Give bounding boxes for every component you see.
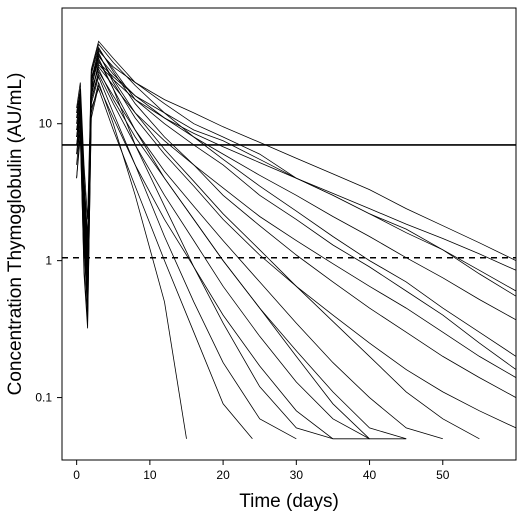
series-line-9: [76, 70, 407, 440]
series-line-6: [76, 61, 517, 292]
x-tick-label: 30: [290, 468, 304, 482]
series-line-10: [76, 43, 517, 357]
y-tick-label: 1: [45, 254, 52, 268]
series-line-18: [76, 55, 517, 321]
reference-lines: [62, 144, 516, 259]
series-line-20: [76, 63, 517, 287]
plot-frame: [61, 7, 517, 461]
x-axis-title: Time (days): [239, 491, 339, 512]
series-line-5: [76, 57, 334, 440]
x-tick-label: 40: [363, 468, 377, 482]
x-tick-label: 50: [436, 468, 450, 482]
series-curves: [76, 40, 517, 440]
y-axis-title: Concentration Thymoglobulin (AU/mL): [5, 73, 26, 396]
series-line-14: [76, 50, 517, 261]
x-tick-label: 20: [216, 468, 230, 482]
x-tick-label: 0: [73, 468, 80, 482]
series-line-17: [76, 73, 407, 440]
x-tick-label: 10: [143, 468, 157, 482]
series-line-15: [76, 84, 370, 440]
x-axis-ticks: 0 10 20 30 40 50: [73, 460, 450, 482]
series-line-19: [76, 53, 480, 440]
y-tick-label: 0.1: [35, 391, 52, 405]
y-tick-label: 10: [39, 117, 53, 131]
series-line-2: [76, 48, 517, 370]
y-axis-ticks: 0.1 1 10: [35, 117, 62, 405]
